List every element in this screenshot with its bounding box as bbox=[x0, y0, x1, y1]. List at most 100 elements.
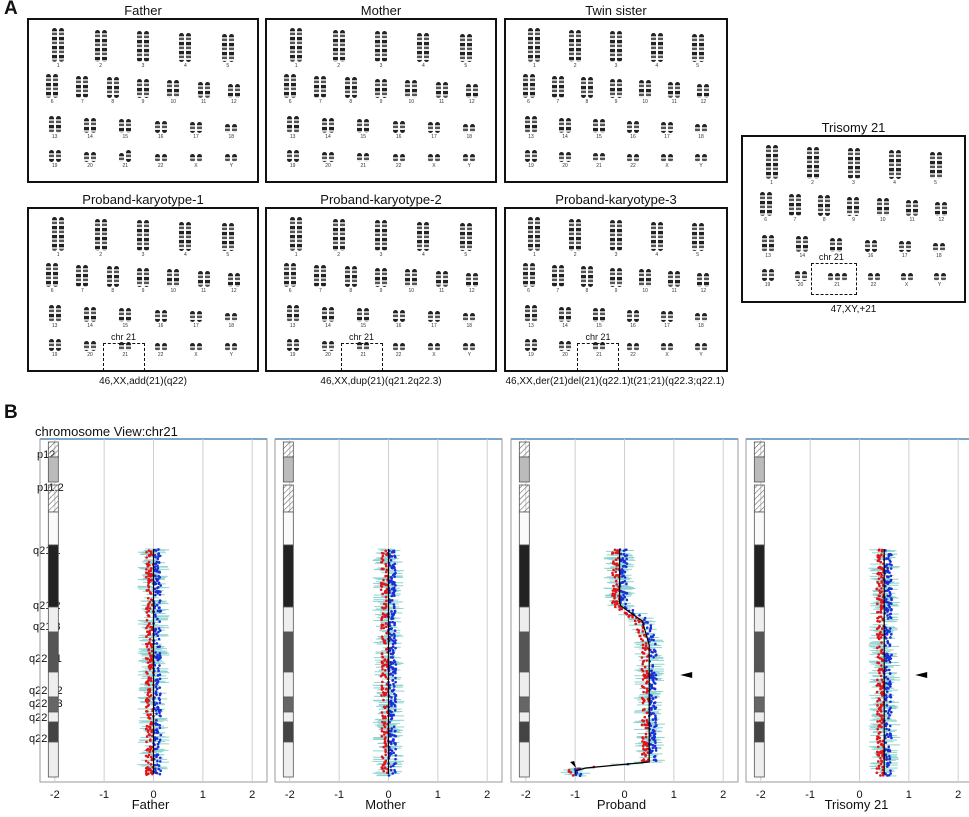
chromosome-pair: 15 bbox=[119, 308, 132, 329]
data-point bbox=[613, 548, 617, 552]
chromosome bbox=[321, 117, 327, 133]
plot-xlabel: Trisomy 21 bbox=[824, 797, 889, 812]
data-point bbox=[890, 598, 893, 602]
ideogram-band bbox=[518, 484, 530, 513]
data-point bbox=[394, 680, 397, 684]
karyotype-father: Father 1 2 3 4 5 6 7 8 9 10 11 12 13 14 15 16 17 18 19 20 21 2… bbox=[27, 3, 259, 183]
data-point bbox=[389, 732, 392, 736]
data-point bbox=[145, 740, 148, 744]
chromosome bbox=[83, 306, 89, 322]
data-point bbox=[614, 558, 618, 562]
data-point bbox=[389, 672, 393, 676]
data-point bbox=[148, 554, 151, 558]
chromosome-number: 3 bbox=[379, 252, 383, 258]
data-point bbox=[147, 581, 151, 585]
chromosome-pair: 18 bbox=[695, 124, 707, 140]
data-point bbox=[889, 700, 892, 704]
data-point bbox=[651, 697, 655, 701]
data-point bbox=[155, 693, 158, 696]
chromosome bbox=[854, 196, 860, 216]
chromosome-number: 11 bbox=[438, 99, 445, 105]
data-point bbox=[643, 676, 647, 680]
chromosome-number: 13 bbox=[528, 134, 534, 140]
chromosome-pair: 2 bbox=[94, 218, 107, 258]
x-tick-label: -2 bbox=[756, 789, 766, 801]
data-point bbox=[889, 560, 892, 563]
chromosome-number: 17 bbox=[664, 323, 670, 329]
chromosome-pair: 9 bbox=[374, 267, 387, 294]
data-point bbox=[390, 550, 394, 554]
data-point bbox=[638, 613, 641, 617]
data-point bbox=[641, 646, 645, 650]
data-point bbox=[146, 624, 149, 628]
chromosome bbox=[119, 153, 125, 162]
data-point bbox=[394, 742, 397, 745]
chromosome-number: 11 bbox=[200, 99, 207, 105]
data-point bbox=[158, 677, 162, 681]
chromosome-pair: 22 bbox=[627, 343, 639, 358]
ideogram-band bbox=[753, 721, 765, 743]
data-point bbox=[383, 615, 387, 619]
data-point bbox=[392, 667, 395, 671]
chromosome bbox=[825, 195, 831, 216]
chromosome-number: 9 bbox=[141, 288, 145, 294]
data-point bbox=[390, 633, 394, 637]
chromosome bbox=[286, 150, 292, 162]
chromosome bbox=[225, 124, 231, 133]
chromosome bbox=[463, 154, 469, 162]
chromosome-number: X bbox=[665, 163, 669, 169]
chromosome-pair: 5 bbox=[459, 223, 472, 258]
data-point bbox=[878, 707, 882, 711]
chromosome-number: 9 bbox=[379, 99, 383, 105]
data-point bbox=[158, 606, 161, 610]
chromosome-pair: 18 bbox=[225, 124, 238, 140]
chromosome-number: X bbox=[432, 352, 436, 358]
data-point bbox=[145, 575, 148, 579]
data-point bbox=[390, 599, 394, 602]
chromosome-number: 4 bbox=[655, 63, 659, 69]
data-point bbox=[390, 587, 394, 591]
data-point bbox=[154, 615, 157, 618]
data-point bbox=[389, 656, 393, 659]
chromosome bbox=[427, 343, 433, 351]
chromosome bbox=[167, 269, 173, 287]
chromosome bbox=[661, 154, 666, 162]
data-point bbox=[644, 642, 648, 645]
chromosome-pair: 22 bbox=[154, 343, 167, 358]
chromosome bbox=[472, 83, 478, 98]
chromosome-number: 14 bbox=[325, 134, 331, 140]
chromosome bbox=[76, 75, 82, 98]
ideogram-band bbox=[753, 511, 765, 546]
chromosome bbox=[48, 339, 54, 351]
data-point bbox=[149, 762, 153, 766]
chromosome bbox=[768, 269, 774, 282]
chromosome bbox=[161, 309, 167, 322]
chromosome bbox=[788, 193, 794, 216]
data-point bbox=[884, 693, 888, 697]
chromosome bbox=[939, 242, 945, 252]
chromosome-pair: 8 bbox=[344, 266, 357, 294]
data-point bbox=[147, 583, 150, 587]
data-point bbox=[394, 754, 398, 757]
chromosome bbox=[559, 306, 564, 322]
data-point bbox=[148, 745, 152, 748]
data-point bbox=[888, 680, 892, 683]
data-point bbox=[877, 760, 880, 763]
data-point bbox=[156, 705, 159, 709]
chromosome bbox=[761, 269, 767, 282]
x-tick-label: -2 bbox=[521, 789, 531, 801]
data-point bbox=[392, 682, 395, 686]
data-point bbox=[147, 753, 151, 757]
chromosome-number: 8 bbox=[111, 99, 115, 105]
data-point bbox=[382, 733, 386, 736]
chromosome bbox=[587, 266, 593, 287]
data-point bbox=[145, 556, 148, 559]
data-point bbox=[649, 750, 653, 754]
data-point bbox=[643, 665, 647, 669]
chromosome-number: X bbox=[665, 352, 669, 358]
data-point bbox=[380, 684, 384, 688]
chromosome-number: 22 bbox=[157, 163, 164, 169]
chromosome-number: 20 bbox=[562, 352, 568, 358]
data-point bbox=[645, 659, 649, 662]
chromosome-pair: 20 bbox=[794, 270, 807, 288]
